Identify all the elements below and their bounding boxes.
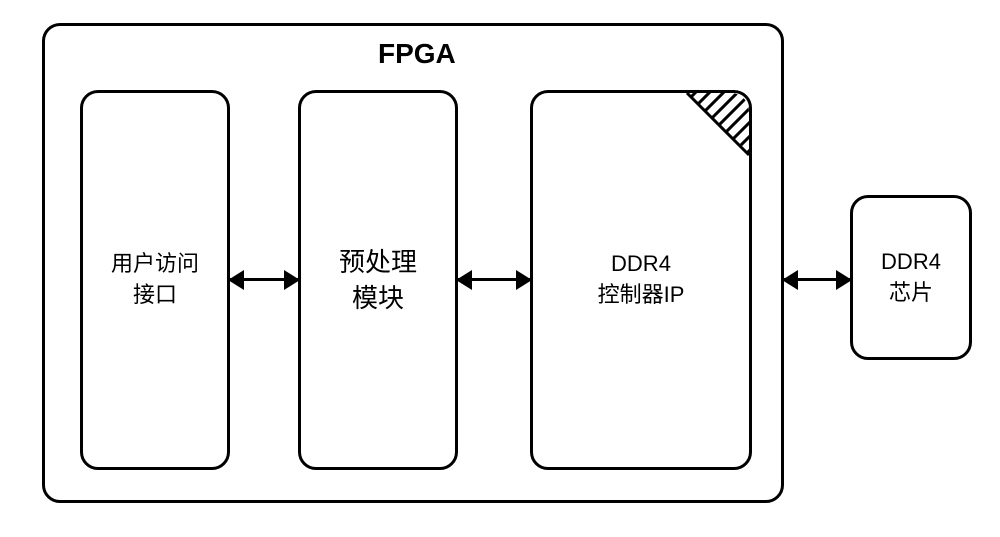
block-preprocess-label: 预处理 模块 <box>339 244 417 317</box>
block-user-interface: 用户访问 接口 <box>80 90 230 470</box>
arrow-3 <box>784 278 850 281</box>
fpga-title: FPGA <box>378 38 456 70</box>
block-ddr4-controller: DDR4 控制器IP <box>530 90 752 470</box>
block-ddr4-chip-label: DDR4 芯片 <box>881 247 941 309</box>
arrow-1 <box>230 278 298 281</box>
arrow-2 <box>458 278 530 281</box>
block-ddr4-controller-label: DDR4 控制器IP <box>598 249 685 311</box>
block-user-interface-label: 用户访问 接口 <box>111 249 199 311</box>
block-preprocess: 预处理 模块 <box>298 90 458 470</box>
block-ddr4-chip: DDR4 芯片 <box>850 195 972 360</box>
